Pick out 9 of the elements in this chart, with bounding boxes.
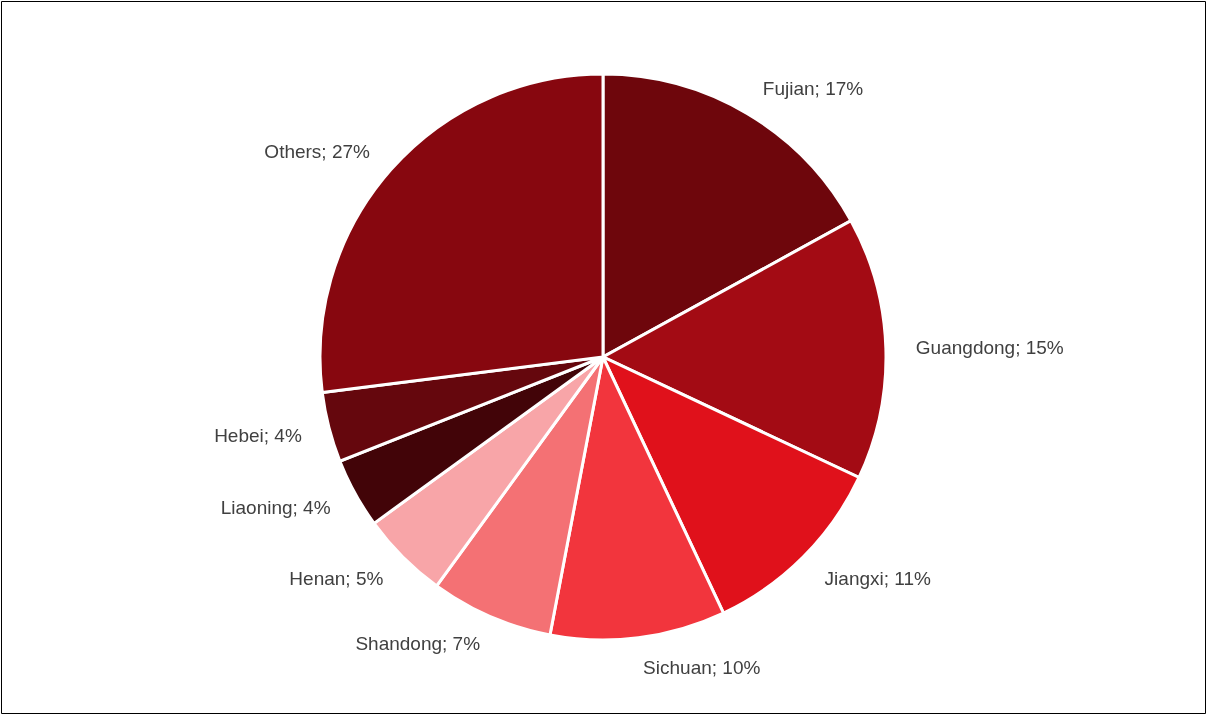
slice-label: Liaoning; 4%	[220, 497, 331, 519]
slice-label: Shandong; 7%	[355, 633, 481, 655]
slice-label: Sichuan; 10%	[643, 656, 761, 678]
slice-label: Fujian; 17%	[762, 78, 864, 100]
slice-label: Hebei; 4%	[214, 424, 302, 446]
slice-label: Others; 27%	[264, 140, 371, 162]
slice-label: Henan; 5%	[289, 567, 384, 589]
slice-label: Guangdong; 15%	[915, 337, 1064, 359]
slice-label: Jiangxi; 11%	[824, 567, 932, 589]
